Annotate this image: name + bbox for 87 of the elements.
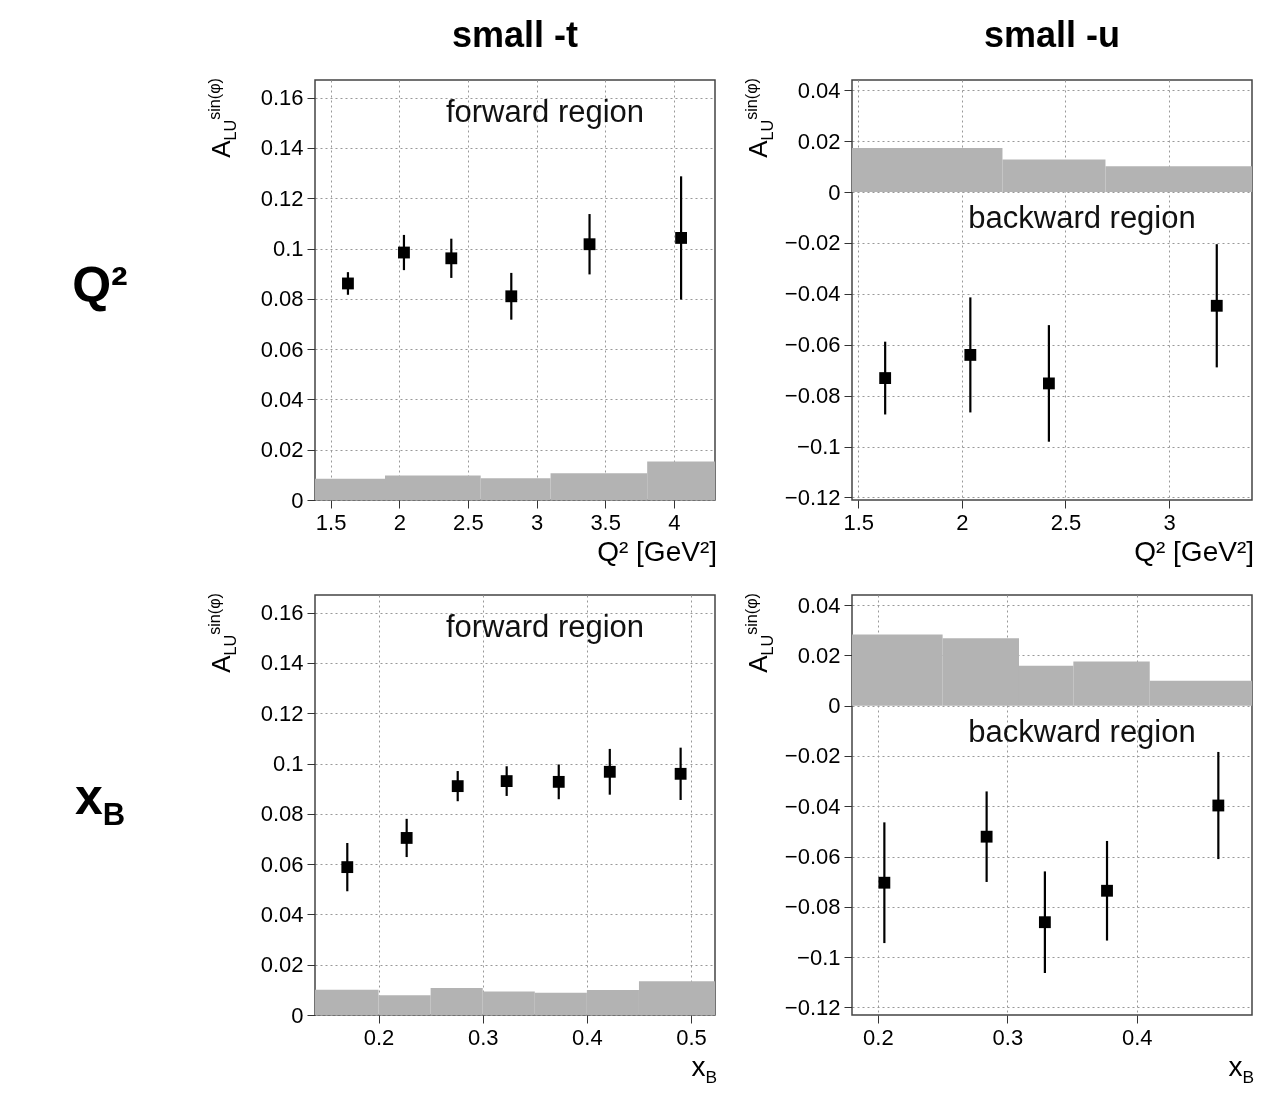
y-tick-label: 0.06 [260,336,304,362]
x-axis-title: Q² [GeV²] [1134,536,1254,568]
x-tick-label: 2.5 [1050,509,1082,535]
y-tick-label: −0.02 [784,743,841,769]
x-tick-label: 0.3 [467,1024,499,1050]
y-tick-label: 0.02 [260,437,304,463]
text: Q² [72,256,128,314]
point [505,290,518,303]
x-axis-title: x$_{B}$ [1228,1051,1254,1088]
annotation: backward region [968,713,1196,749]
point [400,832,413,844]
y-tick-label: 0 [291,1002,304,1028]
point [583,238,596,251]
x-tick-label: 2 [956,509,969,535]
x-tick-label: 0.5 [676,1024,707,1050]
point [341,861,354,874]
y-tick-label: 0 [828,693,841,719]
point [980,830,993,843]
y-tick-label: 0 [828,179,841,205]
y-tick-label: −0.1 [797,434,841,460]
text: x$_{B}$ [74,767,126,833]
x-tick-label: 0.3 [992,1024,1024,1050]
point [1038,916,1051,929]
x-tick-label: 0.4 [1121,1024,1153,1050]
y-tick-label: 0.12 [260,700,304,726]
point [674,767,687,780]
y-tick-label: 0.16 [260,600,304,626]
point [603,765,616,778]
point [451,780,464,793]
y-tick-label: −0.08 [784,894,841,920]
x-tick-label: 0.2 [363,1024,395,1050]
y-tick-label: −0.02 [784,230,841,256]
x-tick-label: 4 [668,509,681,535]
point [398,246,410,259]
y-tick-label: 0.04 [797,592,841,618]
x-tick-label: 3.5 [590,509,621,535]
y-tick-label: −0.06 [784,844,841,870]
y-tick-label: 0.04 [797,77,841,103]
y-tick-label: 0.02 [260,952,304,978]
y-tick-label: 0.1 [272,236,304,261]
chart-title: small -t [450,13,579,57]
x-tick-label: 0.4 [572,1024,603,1050]
point [879,372,892,384]
x-axis-title: Q² [GeV²] [597,536,717,568]
y-tick-label: 0.14 [260,650,304,676]
y-tick-label: 0.06 [260,851,304,877]
y-tick-label: 0 [291,487,304,513]
y-tick-label: −0.04 [784,281,841,307]
x-tick-label: 2 [393,509,406,535]
x-tick-label: 1.5 [843,509,875,535]
point [1042,377,1055,390]
x-tick-label: 3 [530,509,544,535]
point [878,876,891,889]
point [500,775,513,788]
y-tick-label: 0.12 [260,185,304,211]
point [1101,884,1113,897]
y-tick-label: 0.14 [260,135,304,161]
x-axis-title: x$_{B}$ [691,1051,717,1088]
y-tick-label: 0.08 [260,801,304,827]
y-tick-label: 0.02 [797,128,841,154]
point [675,232,688,244]
y-tick-label: 0.04 [260,901,304,927]
chart-title: small -u [982,13,1121,57]
x-tick-label: 0.2 [863,1024,894,1050]
point [445,252,458,265]
annotation: forward region [445,609,645,644]
point [1212,799,1225,812]
point [552,775,565,788]
y-tick-label: 0.04 [260,386,304,412]
y-tick-label: 0.16 [260,85,304,111]
y-tick-label: −0.06 [784,332,841,358]
y-tick-label: 0.08 [260,286,304,312]
point [1210,299,1223,312]
y-tick-label: 0.1 [272,751,304,776]
annotation: forward region [445,94,645,129]
x-tick-label: 2.5 [453,509,484,535]
point [964,348,977,361]
annotation: backward region [968,200,1196,235]
y-tick-label: −0.04 [784,793,841,819]
y-tick-label: −0.12 [784,484,841,510]
y-tick-label: −0.12 [784,994,841,1020]
y-tick-label: 0.02 [797,642,841,668]
x-tick-label: 3 [1163,509,1176,535]
y-tick-label: −0.08 [784,383,841,409]
x-tick-label: 1.5 [315,509,347,535]
point [342,277,354,290]
y-tick-label: −0.1 [797,944,841,970]
